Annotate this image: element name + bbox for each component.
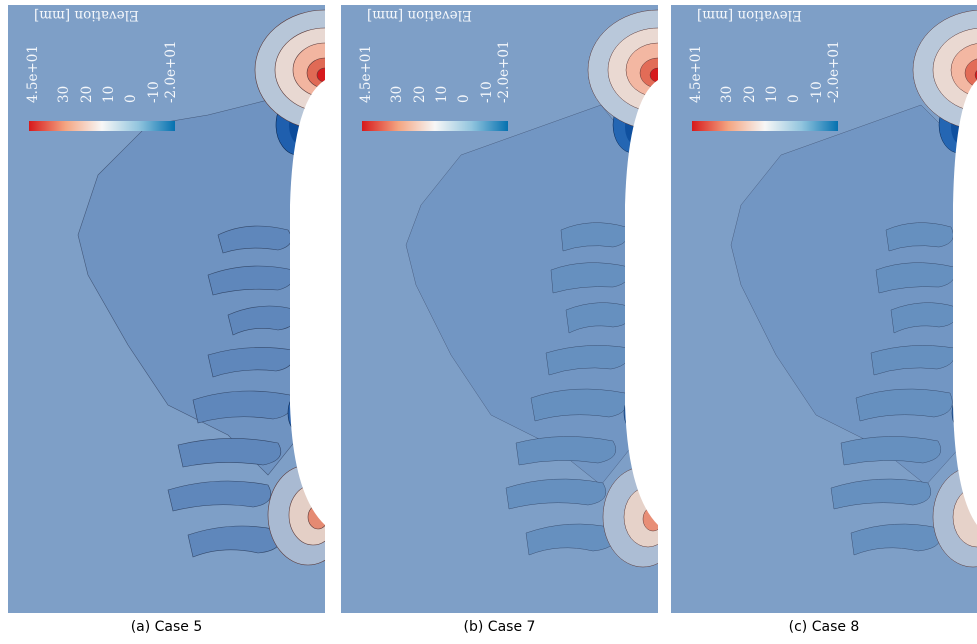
colorbar-tick: 10	[764, 85, 780, 103]
elevation-contour-plot	[341, 5, 658, 613]
colorbar-tick: 10	[101, 85, 117, 103]
colorbar-tick: 20	[412, 85, 428, 103]
cylinder-obstacle	[953, 80, 977, 525]
colorbar-tick: 20	[742, 85, 758, 103]
crest-top	[912, 9, 977, 131]
colorbar-tick: 30	[56, 85, 72, 103]
colorbar-tick: 30	[389, 85, 405, 103]
colorbar-gradient	[692, 121, 838, 131]
colorbar-tick: 30	[719, 85, 735, 103]
colorbar-tick: -2.0e+01	[163, 40, 179, 103]
elevation-contour-plot	[8, 5, 325, 613]
ripple-bands	[505, 222, 632, 556]
cylinder-obstacle	[290, 80, 325, 525]
cylinder-obstacle	[625, 80, 658, 525]
colorbar-tick: -10	[809, 81, 825, 103]
colorbar-tick: -2.0e+01	[826, 40, 842, 103]
colorbar-tick: 4.5e+01	[358, 45, 374, 103]
colorbar-tick: 0	[123, 94, 139, 103]
colorbar-gradient	[29, 121, 175, 131]
depression-region	[77, 99, 309, 476]
crest-top	[587, 9, 658, 131]
crest-top	[254, 9, 325, 131]
colorbar-tick: 20	[79, 85, 95, 103]
colorbar-tick: 10	[434, 85, 450, 103]
colorbar-gradient	[362, 121, 508, 131]
colorbar-title: Elevation [mm]	[367, 7, 472, 23]
ripple-bands	[830, 222, 958, 556]
colorbar-tick: 4.5e+01	[688, 45, 704, 103]
colorbar-tick: -2.0e+01	[496, 40, 512, 103]
elevation-contour-plot	[671, 5, 977, 613]
panel-case-5: Elevation [mm] 4.5e+01 30 20 10 0 -10 -2…	[8, 5, 325, 613]
caption-case-8: (c) Case 8	[788, 619, 860, 635]
colorbar-tick: -10	[146, 81, 162, 103]
colorbar-tick: -10	[479, 81, 495, 103]
colorbar-title: Elevation [mm]	[34, 7, 139, 23]
panel-case-7: Elevation [mm] 4.5e+01 30 20 10 0 -10 -2…	[341, 5, 658, 613]
colorbar-tick: 4.5e+01	[25, 45, 41, 103]
colorbar-title: Elevation [mm]	[697, 7, 802, 23]
colorbar-tick: 0	[456, 94, 472, 103]
caption-case-7: (b) Case 7	[463, 619, 536, 635]
ripple-bands	[167, 225, 297, 558]
panel-case-8: Elevation [mm] 4.5e+01 30 20 10 0 -10 -2…	[671, 5, 977, 613]
caption-case-5: (a) Case 5	[130, 619, 203, 635]
colorbar-tick: 0	[786, 94, 802, 103]
